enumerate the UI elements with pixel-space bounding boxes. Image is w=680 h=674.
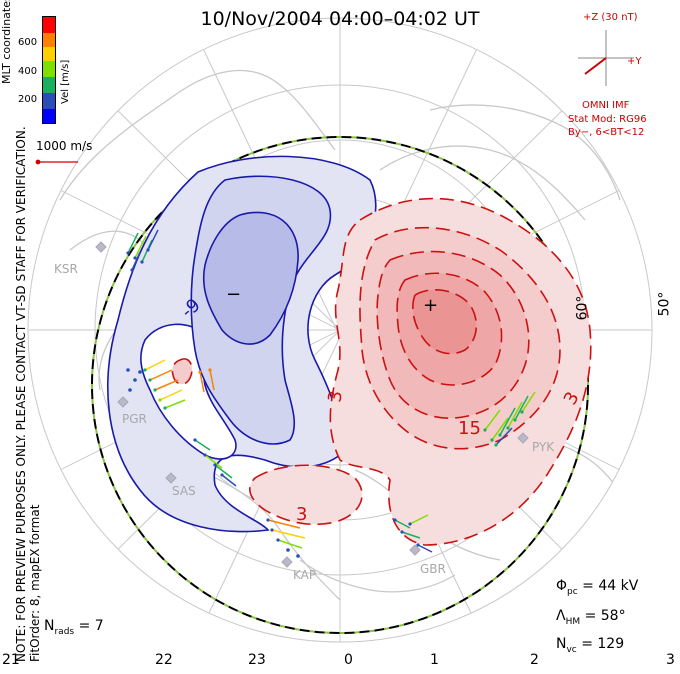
vectors-ksr	[126, 229, 159, 272]
stat-condition: By−, 6<BT<12	[568, 127, 645, 138]
vectors-sas	[193, 438, 237, 487]
nrads-symbol: N	[44, 618, 55, 634]
radar-label-pyk: PYK	[532, 440, 555, 454]
radar-label-sas: SAS	[172, 484, 196, 498]
positive-small-cell	[249, 464, 363, 526]
radar-label-gbr: GBR	[420, 562, 446, 576]
vector-scale-label: 1000 m/s	[36, 139, 93, 153]
potential-minimum-marker: −	[226, 284, 242, 305]
imf-z-label: +Z (30 nT)	[583, 12, 638, 23]
mlt-tick-3: 3	[666, 652, 675, 668]
contour-label-3c: 3	[296, 504, 308, 525]
coordinate-label: MLT coordinates	[0, 0, 13, 84]
positive-contour-inner	[412, 289, 478, 355]
imf-vector	[584, 57, 607, 75]
negative-cell	[107, 155, 377, 533]
n-rads: Nrads = 7	[44, 618, 104, 637]
colorbar-tick-600: 600	[18, 37, 38, 48]
vector-scale	[35, 159, 78, 165]
n-vc: Nvc = 129	[556, 636, 624, 655]
nvc-subscript: vc	[566, 644, 577, 655]
phi-value: = 44 kV	[582, 578, 639, 594]
preview-note-line1: NOTE: FOR PREVIEW PURPOSES ONLY. PLEASE …	[14, 126, 28, 662]
colorbar-unit: Vel [m/s]	[60, 59, 71, 104]
hm-boundary-highlight	[91, 136, 589, 634]
lat-label-60: 60°	[574, 295, 591, 321]
nrads-value: = 7	[78, 618, 104, 634]
positive-small-cell-inner	[171, 358, 193, 385]
nvc-symbol: N	[556, 636, 567, 652]
vectors-gbr	[393, 514, 433, 553]
lambda-hm: ΛHM = 58°	[556, 608, 626, 627]
stat-model: Stat Mod: RG96	[568, 114, 647, 125]
nvc-value: = 129	[581, 636, 625, 652]
colorbar-tick-200: 200	[18, 94, 38, 105]
contour-label-15: 15	[458, 418, 481, 439]
nrads-subscript: rads	[54, 626, 75, 637]
phi-symbol: Φ	[556, 578, 568, 594]
mlt-tick-0: 0	[344, 652, 353, 668]
potential-maximum-marker: +	[423, 295, 439, 316]
positive-cell	[171, 197, 592, 546]
radar-label-ksr: KSR	[54, 262, 78, 276]
phi-subscript: pc	[567, 586, 578, 597]
colorbar-tick-400: 400	[18, 66, 38, 77]
mlt-tick-22: 22	[155, 652, 173, 668]
imf-y-label: +Y	[627, 56, 642, 67]
vectors-pyk	[483, 391, 536, 447]
radar-label-kap: KAP	[293, 568, 317, 582]
velocity-colorbar	[42, 16, 56, 124]
radar-label-pgr: PGR	[122, 412, 147, 426]
lambda-value: = 58°	[584, 608, 626, 624]
radar-sites	[95, 241, 529, 568]
lat-label-50: 50°	[656, 291, 673, 317]
mlt-tick-23: 23	[248, 652, 266, 668]
vectors-pgr	[126, 359, 215, 410]
lambda-subscript: HM	[565, 616, 581, 627]
lambda-symbol: Λ	[556, 608, 566, 624]
mlt-tick-2: 2	[530, 652, 539, 668]
mlt-tick-21: 21	[2, 652, 20, 668]
map-title: 10/Nov/2004 04:00–04:02 UT	[200, 8, 480, 30]
vectors-kap	[266, 518, 306, 558]
velocity-vectors	[126, 229, 536, 558]
imf-source: OMNI IMF	[582, 100, 630, 111]
phi-pc: Φpc = 44 kV	[556, 578, 638, 597]
mlt-tick-1: 1	[430, 652, 439, 668]
negative-contour-inner	[202, 211, 299, 345]
